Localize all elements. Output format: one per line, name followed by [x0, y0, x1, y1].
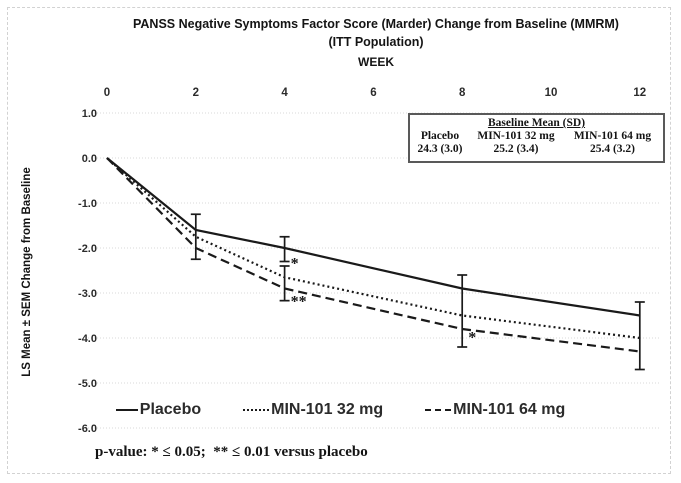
y-tick-label: 0.0	[82, 153, 97, 165]
y-tick-label: -3.0	[78, 288, 97, 300]
chart-frame	[7, 7, 671, 474]
baseline-table-headers: Placebo MIN-101 32 mg MIN-101 64 mg	[410, 130, 663, 143]
x-tick-label: 8	[459, 87, 466, 99]
chart-title: PANSS Negative Symptoms Factor Score (Ma…	[133, 17, 619, 31]
chart-subtitle: (ITT Population)	[328, 35, 424, 49]
dashed-line-sample-icon	[425, 409, 452, 411]
legend-item-placebo: Placebo	[115, 401, 202, 419]
series-line-min-101-64-mg	[106, 157, 640, 353]
y-tick-label: 1.0	[82, 108, 97, 120]
y-axis-title: LS Mean ± SEM Change from Baseline	[21, 167, 33, 377]
baseline-table-title: Baseline Mean (SD)	[487, 117, 586, 129]
x-axis-title: WEEK	[358, 55, 394, 69]
x-tick-label: 6	[370, 87, 376, 99]
y-tick-label: -4.0	[78, 333, 97, 345]
series-line-placebo	[106, 157, 640, 317]
baseline-mean-table: Baseline Mean (SD) Placebo MIN-101 32 mg…	[408, 113, 665, 163]
baseline-col-64mg: MIN-101 64 mg	[573, 130, 652, 142]
y-tick-label: -2.0	[78, 243, 97, 255]
solid-line-sample-icon	[115, 409, 138, 411]
baseline-col-32mg: MIN-101 32 mg	[477, 130, 555, 142]
x-tick-label: 2	[193, 87, 199, 99]
dotted-line-sample-icon	[243, 409, 270, 411]
baseline-value-64mg: 25.4 (3.2)	[589, 143, 636, 155]
baseline-value-placebo: 24.3 (3.0)	[417, 143, 463, 155]
baseline-col-placebo: Placebo	[420, 130, 460, 142]
legend-label-64mg: MIN-101 64 mg	[453, 401, 566, 418]
significance-annotation: *	[468, 330, 476, 347]
x-tick-label: 12	[633, 87, 646, 99]
x-tick-label: 0	[104, 87, 110, 99]
baseline-value-32mg: 25.2 (3.4)	[493, 143, 539, 155]
pvalue-footnote: p-value: * ≤ 0.05; ** ≤ 0.01 versus plac…	[95, 444, 368, 460]
chart-title-block: PANSS Negative Symptoms Factor Score (Ma…	[85, 15, 667, 71]
x-tick-label: 10	[545, 87, 558, 99]
legend-item-32mg: MIN-101 32 mg	[243, 401, 383, 419]
baseline-table-values: 24.3 (3.0) 25.2 (3.4) 25.4 (3.2)	[410, 143, 663, 156]
y-tick-label: -1.0	[78, 198, 97, 210]
significance-annotation: *	[291, 255, 299, 272]
y-tick-label: -5.0	[78, 378, 97, 390]
x-tick-label: 4	[281, 87, 288, 99]
legend-label-placebo: Placebo	[139, 401, 202, 418]
significance-annotation: **	[291, 294, 307, 311]
legend-label-32mg: MIN-101 32 mg	[271, 401, 384, 418]
chart-legend: Placebo MIN-101 32 mg MIN-101 64 mg	[0, 401, 681, 419]
series-line-min-101-32-mg	[106, 157, 640, 340]
legend-item-64mg: MIN-101 64 mg	[425, 401, 565, 419]
y-tick-label: -6.0	[78, 423, 97, 435]
